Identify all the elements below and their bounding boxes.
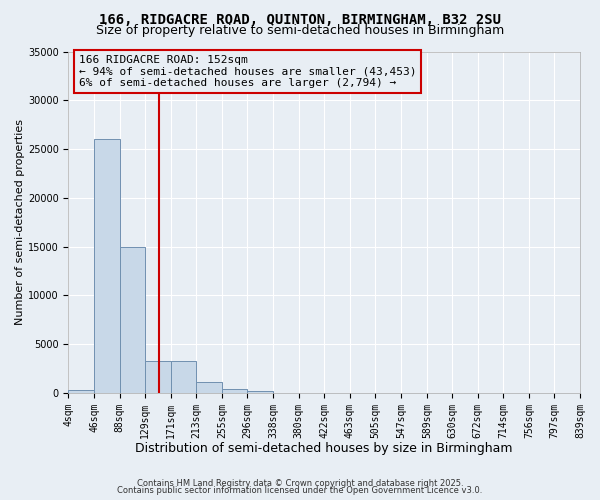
Bar [94,140,120,393]
Bar [68,390,94,393]
Y-axis label: Number of semi-detached properties: Number of semi-detached properties [15,119,25,325]
Text: 166, RIDGACRE ROAD, QUINTON, BIRMINGHAM, B32 2SU: 166, RIDGACRE ROAD, QUINTON, BIRMINGHAM,… [99,12,501,26]
Bar [247,391,273,393]
Bar [222,389,247,393]
Bar [145,360,171,393]
Text: Contains public sector information licensed under the Open Government Licence v3: Contains public sector information licen… [118,486,482,495]
X-axis label: Distribution of semi-detached houses by size in Birmingham: Distribution of semi-detached houses by … [136,442,513,455]
Bar [120,246,145,393]
Text: Size of property relative to semi-detached houses in Birmingham: Size of property relative to semi-detach… [96,24,504,37]
Text: Contains HM Land Registry data © Crown copyright and database right 2025.: Contains HM Land Registry data © Crown c… [137,478,463,488]
Bar [196,382,222,393]
Bar [171,360,196,393]
Text: 166 RIDGACRE ROAD: 152sqm
← 94% of semi-detached houses are smaller (43,453)
6% : 166 RIDGACRE ROAD: 152sqm ← 94% of semi-… [79,55,416,88]
